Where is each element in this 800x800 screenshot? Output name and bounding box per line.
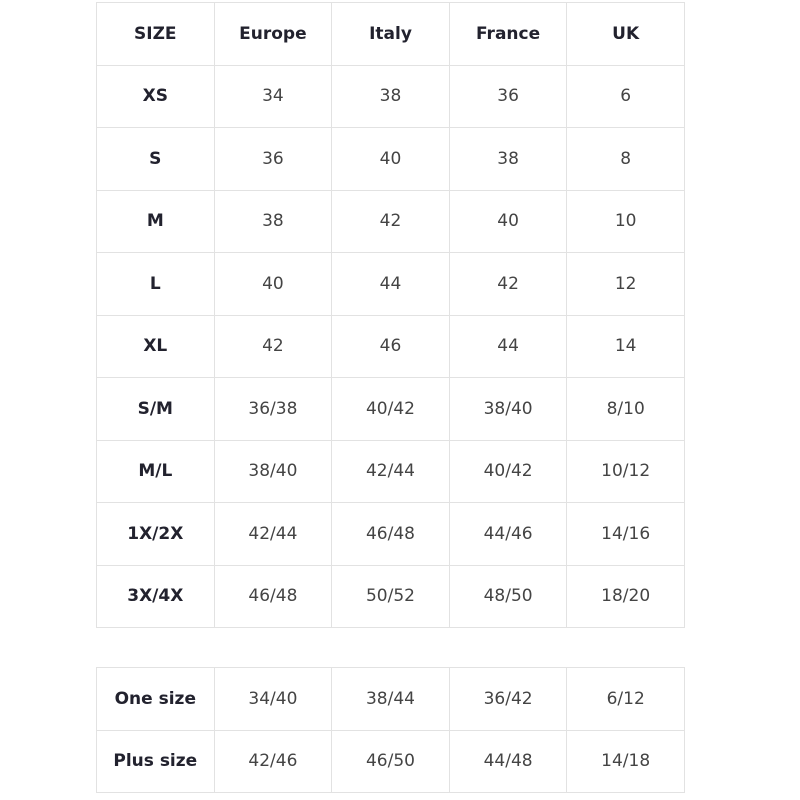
size-label-cell: M — [96, 189, 215, 253]
size-label-cell: M/L — [96, 439, 215, 503]
size-value-cell: 46/48 — [331, 502, 450, 566]
table-row: XS 34 38 36 6 — [96, 64, 685, 128]
table-row: 1X/2X 42/44 46/48 44/46 14/16 — [96, 502, 685, 566]
special-size-table: One size 34/40 38/44 36/42 6/12 Plus size 42/4… — [96, 667, 685, 793]
size-value-cell: 40 — [448, 189, 568, 253]
size-value-cell: 12 — [566, 252, 685, 316]
size-value-cell: 8 — [566, 127, 685, 191]
table-row: Plus size 42/46 46/50 44/48 14/18 — [96, 729, 685, 793]
size-label-cell: XS — [96, 64, 215, 128]
size-value-cell: 40/42 — [448, 439, 568, 503]
size-value-cell: 14/16 — [566, 502, 685, 566]
size-value-cell: 46 — [331, 314, 450, 378]
size-value-cell: 38 — [448, 127, 568, 191]
size-label-cell: L — [96, 252, 215, 316]
size-value-cell: 46/48 — [213, 564, 333, 628]
size-value-cell: 44 — [331, 252, 450, 316]
column-header: UK — [566, 2, 685, 66]
size-value-cell: 42/44 — [331, 439, 450, 503]
table-row: L 40 44 42 12 — [96, 252, 685, 316]
table-row: S/M 36/38 40/42 38/40 8/10 — [96, 377, 685, 441]
size-value-cell: 18/20 — [566, 564, 685, 628]
size-value-cell: 40 — [331, 127, 450, 191]
size-value-cell: 8/10 — [566, 377, 685, 441]
size-value-cell: 48/50 — [448, 564, 568, 628]
column-header: Europe — [213, 2, 333, 66]
size-value-cell: 44/48 — [448, 729, 568, 793]
size-value-cell: 10/12 — [566, 439, 685, 503]
size-value-cell: 10 — [566, 189, 685, 253]
column-header: France — [448, 2, 568, 66]
size-value-cell: 44/46 — [448, 502, 568, 566]
size-value-cell: 38 — [213, 189, 333, 253]
size-value-cell: 36 — [448, 64, 568, 128]
column-header: SIZE — [96, 2, 215, 66]
size-value-cell: 42 — [213, 314, 333, 378]
size-value-cell: 6 — [566, 64, 685, 128]
table-row: M 38 42 40 10 — [96, 189, 685, 253]
size-label-cell: S/M — [96, 377, 215, 441]
size-value-cell: 38/44 — [331, 667, 450, 731]
size-value-cell: 36/42 — [448, 667, 568, 731]
size-value-cell: 36/38 — [213, 377, 333, 441]
table-row: 3X/4X 46/48 50/52 48/50 18/20 — [96, 564, 685, 628]
size-value-cell: 14 — [566, 314, 685, 378]
size-value-cell: 46/50 — [331, 729, 450, 793]
size-value-cell: 40 — [213, 252, 333, 316]
size-value-cell: 44 — [448, 314, 568, 378]
size-label-cell: 1X/2X — [96, 502, 215, 566]
size-value-cell: 40/42 — [331, 377, 450, 441]
size-label-cell: S — [96, 127, 215, 191]
size-value-cell: 34/40 — [213, 667, 333, 731]
size-label-cell: 3X/4X — [96, 564, 215, 628]
table-row: XL 42 46 44 14 — [96, 314, 685, 378]
header-row: SIZE Europe Italy France UK — [96, 2, 685, 66]
table-row: M/L 38/40 42/44 40/42 10/12 — [96, 439, 685, 503]
size-chart-table: SIZE Europe Italy France UK XS 34 38 36 6 S 36 40 38 8… — [96, 2, 685, 628]
size-value-cell: 6/12 — [566, 667, 685, 731]
size-value-cell: 42 — [448, 252, 568, 316]
size-value-cell: 50/52 — [331, 564, 450, 628]
size-value-cell: 14/18 — [566, 729, 685, 793]
size-value-cell: 38/40 — [213, 439, 333, 503]
size-value-cell: 36 — [213, 127, 333, 191]
table-row: S 36 40 38 8 — [96, 127, 685, 191]
size-label-cell: XL — [96, 314, 215, 378]
size-label-cell: One size — [96, 667, 215, 731]
size-value-cell: 34 — [213, 64, 333, 128]
size-value-cell: 42 — [331, 189, 450, 253]
size-value-cell: 42/44 — [213, 502, 333, 566]
size-value-cell: 38/40 — [448, 377, 568, 441]
size-value-cell: 38 — [331, 64, 450, 128]
size-label-cell: Plus size — [96, 729, 215, 793]
table-row: One size 34/40 38/44 36/42 6/12 — [96, 667, 685, 731]
column-header: Italy — [331, 2, 450, 66]
size-value-cell: 42/46 — [213, 729, 333, 793]
